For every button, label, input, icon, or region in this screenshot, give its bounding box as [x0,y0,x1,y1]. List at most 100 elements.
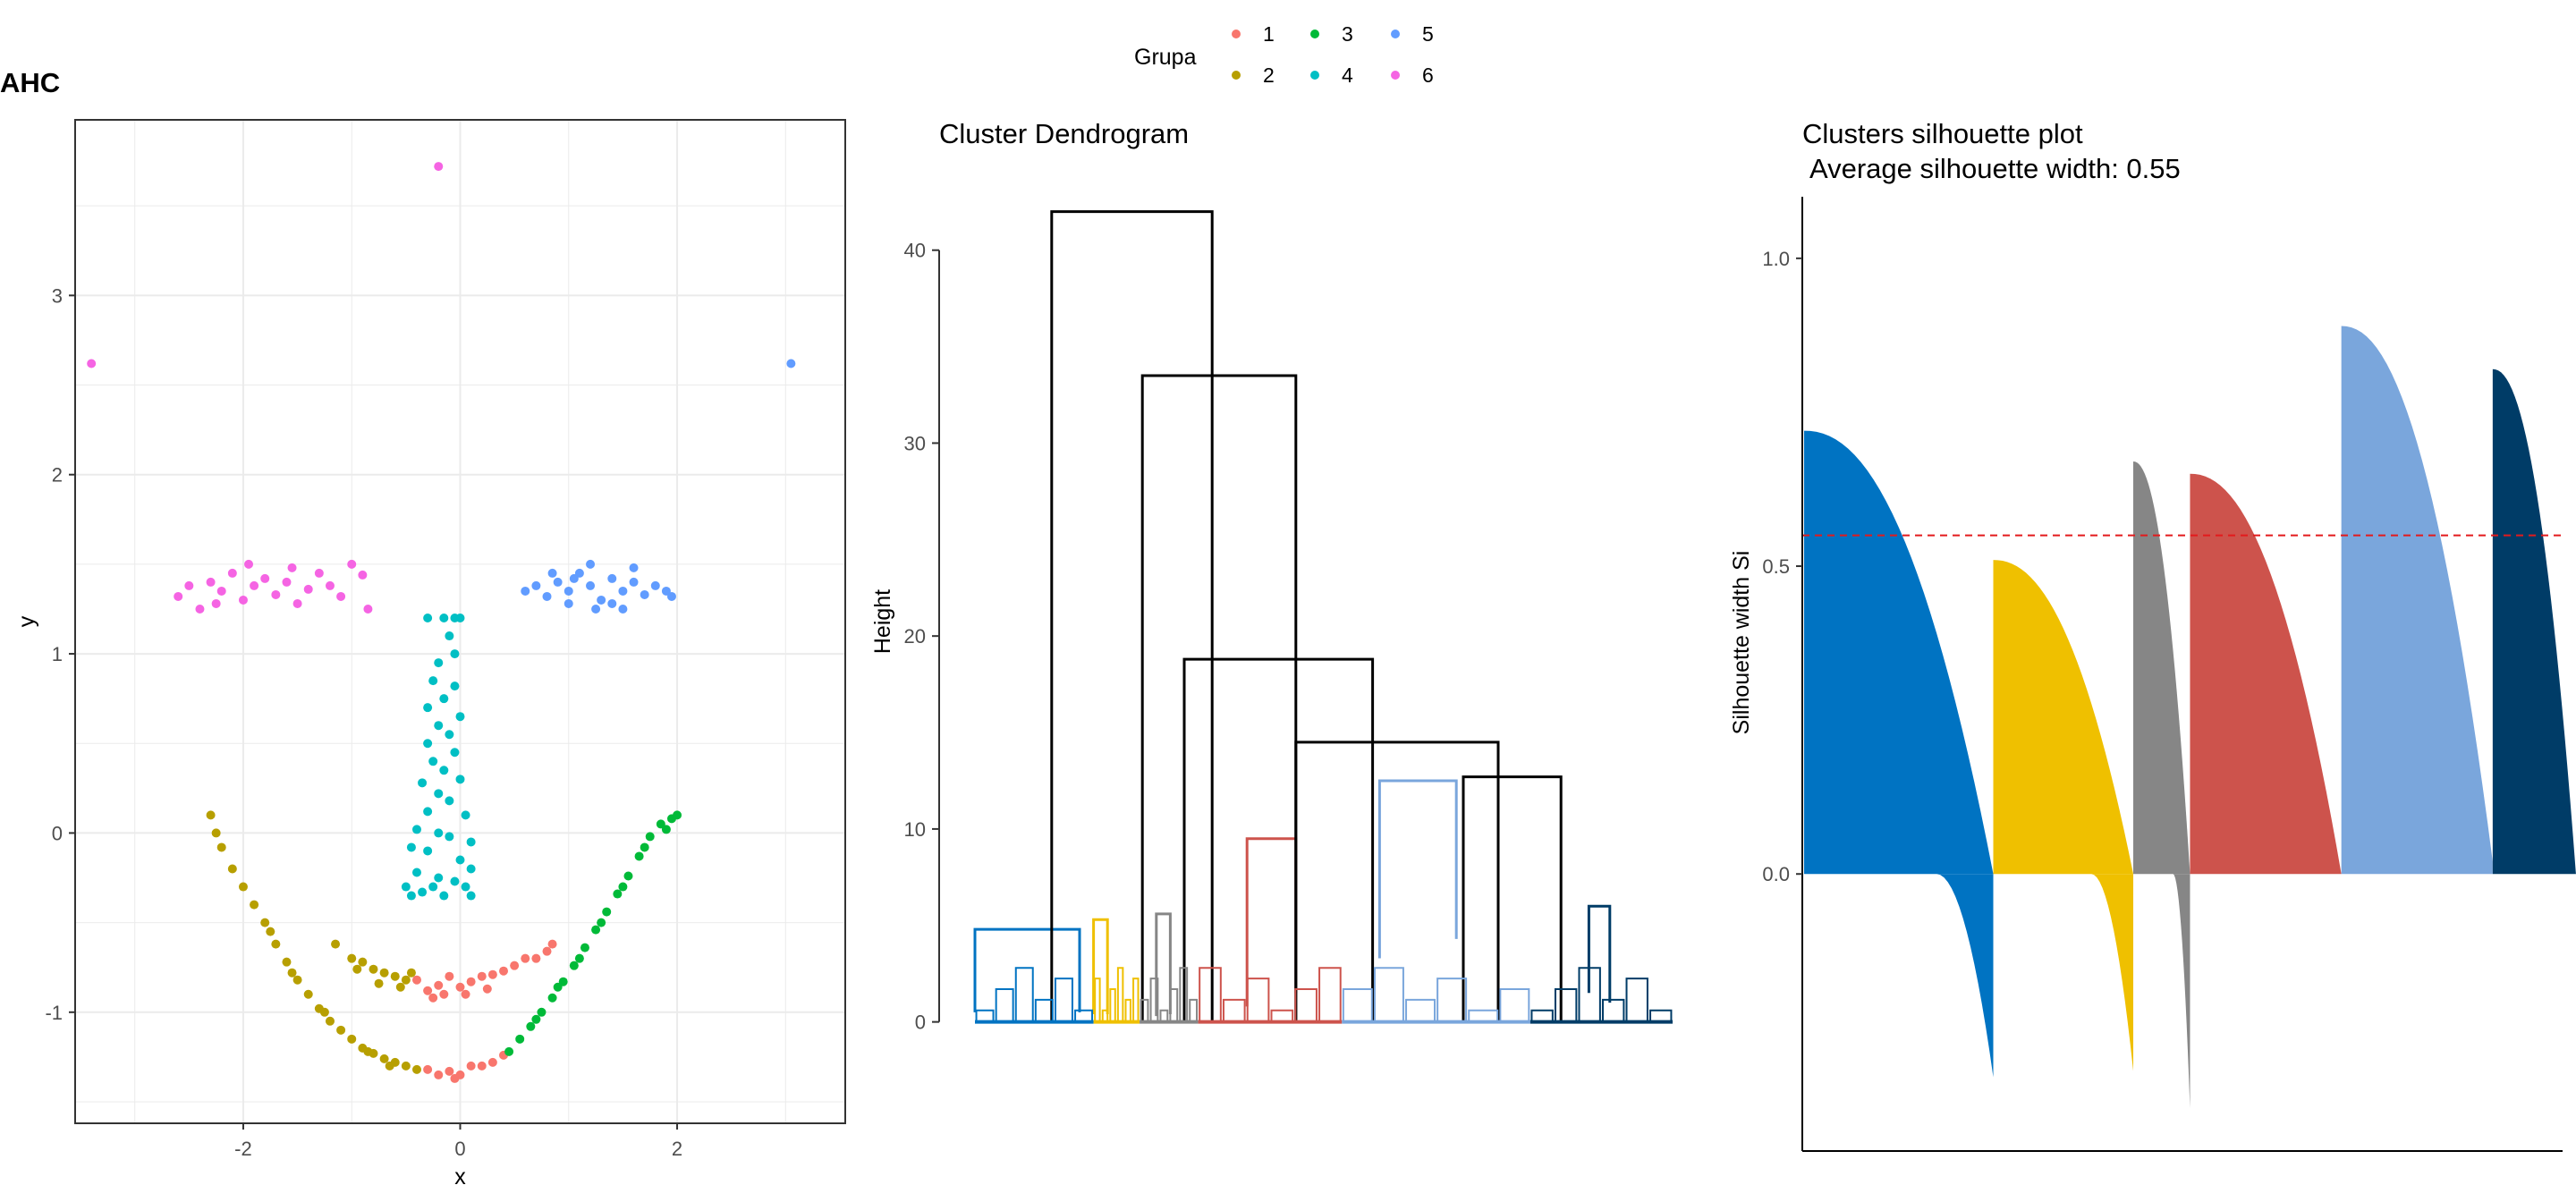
scatter-point-group-1 [466,1061,476,1071]
scatter-point-group-4 [450,748,460,758]
scatter-point-group-4 [411,825,421,834]
scatter-point-group-1 [439,989,449,999]
scatter-point-group-4 [439,766,449,775]
silhouette-negative-bars-cluster-3 [2173,874,2190,1108]
scatter-point-group-3 [569,961,579,970]
scatter-point-group-6 [216,586,226,596]
scatter-point-group-3 [537,1007,547,1017]
legend-label-4: 4 [1342,63,1353,87]
dendrogram-subbranch-red [1199,967,1222,1022]
scatter-point-group-1 [487,1057,497,1067]
scatter-point-group-4 [406,842,416,852]
scatter-point-group-3 [645,832,655,842]
scatter-point-group-4 [445,832,454,842]
scatter-point-group-5 [650,580,660,590]
dendrogram-subbranch-red [1270,1009,1294,1022]
dendrogram-subbranch-lightblue [1499,987,1530,1022]
y-tick-label: 3 [52,284,63,307]
scatter-point-group-6 [238,595,248,605]
scatter-point-group-2 [238,882,248,892]
scatter-point-group-5 [542,591,552,601]
legend-marker-2 [1232,71,1241,80]
scatter-point-group-6 [358,570,368,580]
dendrogram-link-blue [973,927,1081,1012]
scatter-point-group-1 [487,969,497,979]
legend-label-5: 5 [1422,22,1434,46]
silhouette-negative-bars-cluster-2 [2091,874,2134,1071]
scatter-point-group-6 [303,584,313,594]
scatter-point-group-2 [216,842,226,852]
scatter-point-group-4 [418,887,428,897]
silhouette-y-tick-label: 1.0 [1762,248,1790,270]
dendrogram-link-red [1245,837,1298,1007]
dendrogram-subbranch-navy [1530,1009,1554,1022]
dendrogram-panel: 0 10 20 30 40 Height [870,210,1673,1034]
scatter-point-group-2 [271,939,281,949]
dendrogram-subbranch-grey [1149,978,1159,1022]
scatter-point-group-2 [379,1054,389,1063]
scatter-point-group-4 [428,882,438,892]
dendrogram-subbranch-grey [1159,1009,1169,1022]
dendrogram-y-axis-label: Height [870,589,895,654]
scatter-point-group-3 [526,1021,536,1031]
dendrogram-subbranch-red [1294,987,1318,1022]
scatter-point-group-4 [418,778,428,788]
scatter-point-group-1 [477,1061,487,1071]
scatter-point-group-3 [613,889,623,899]
scatter-point-group-3 [640,842,649,852]
scatter-point-group-6 [282,577,292,587]
scatter-point-group-2 [336,1025,346,1035]
silhouette-negative-bars-cluster-1 [1936,874,1994,1078]
scatter-point-group-6 [271,589,281,599]
scatter-point-group-3 [618,882,628,892]
dendrogram-subbranch-red [1222,998,1246,1022]
scatter-point-group-3 [558,977,568,986]
dendrogram-link-top [1050,210,1214,1022]
dendrogram-subbranch-navy [1649,1009,1673,1022]
x-tick-label: 0 [454,1138,465,1160]
scatter-point-group-3 [531,1014,541,1024]
scatter-point-group-6 [260,573,270,583]
scatter-point-group-1 [499,966,509,976]
legend-marker-5 [1391,30,1400,38]
scatter-point-group-2 [358,957,368,967]
scatter-point-group-4 [461,882,470,892]
scatter-point-group-1 [466,977,476,986]
y-tick-label: 0 [52,822,63,844]
dendrogram-y-tick-label: 20 [904,625,926,648]
dendrogram-subbranch-blue [1034,998,1054,1022]
scatter-point-group-2 [385,1061,394,1071]
dendrogram-y-tick-label: 30 [904,432,926,454]
silhouette-bars-cluster-6 [2492,368,2576,875]
scatter-point-group-2 [260,918,270,927]
scatter-point-group-5 [521,586,530,596]
scatter-point-group-1 [510,961,520,970]
scatter-point-group-6 [363,604,373,614]
scatter-point-group-4 [461,810,470,820]
scatter-point-group-2 [369,964,378,974]
scatter-point-group-1 [445,1066,454,1076]
scatter-point-group-1 [445,971,454,981]
dendrogram-subbranch-yellow [1116,967,1124,1022]
dendrogram-subbranch-navy [1578,967,1601,1022]
scatter-point-group-6 [325,580,335,590]
scatter-point-group-6 [227,568,237,578]
scatter-point-group-4 [466,837,476,847]
scatter-point-group-2 [206,810,216,820]
silhouette-subtitle: Average silhouette width: 0.55 [1809,153,2181,184]
scatter-point-group-5 [640,589,649,599]
dendrogram-y-tick-label: 0 [915,1012,926,1034]
scatter-point-group-4 [450,876,460,886]
scatter-point-group-6 [347,559,357,569]
scatter-point-group-6 [211,598,221,608]
dendrogram-subbranch-blue [1054,978,1073,1022]
dendrogram-subbranch-blue [1074,1009,1094,1022]
dendrogram-subbranch-navy [1554,987,1578,1022]
dendrogram-subbranch-grey [1189,998,1199,1022]
y-tick-label: 2 [52,464,63,487]
scatter-point-group-2 [363,1046,373,1056]
scatter-point-group-5 [607,573,617,583]
scatter-point-group-1 [434,980,444,990]
scatter-point-group-4 [455,712,465,722]
silhouette-bars-cluster-1 [1804,430,1994,875]
